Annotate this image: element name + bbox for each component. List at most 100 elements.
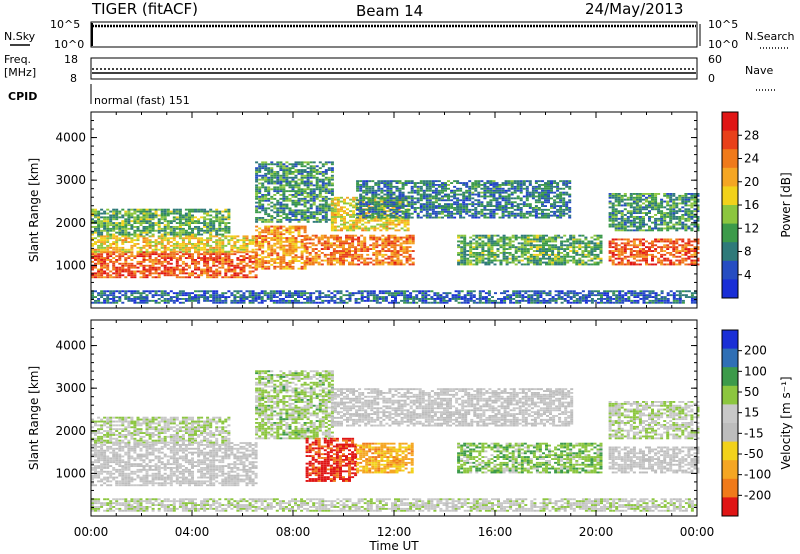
x-tick-label: 00:00: [74, 525, 109, 539]
freq-tick-high: 18: [64, 53, 78, 66]
beam-title: Beam 14: [356, 2, 423, 20]
nave-tick-high: 60: [708, 53, 722, 66]
velocity-echo-band: [91, 442, 258, 487]
x-tick-label: 04:00: [175, 525, 210, 539]
colorbar-tick-label: -50: [744, 447, 764, 461]
y-tick-label: 4000: [55, 131, 86, 145]
x-axis-label: Time UT: [368, 539, 419, 553]
velocity-echo-band: [305, 437, 358, 482]
noise-panel: [90, 21, 701, 48]
y-axis-label: Slant Range [km]: [27, 366, 41, 470]
colorbar-tick-label: 20: [744, 175, 759, 189]
power-echo-band: [457, 234, 603, 266]
y-axis-label: Slant Range [km]: [27, 158, 41, 262]
y-tick-label: 3000: [55, 381, 86, 395]
colorbar-tick-label: 15: [744, 406, 759, 420]
rti-panel-power: 1000 2000 3000 4000 Slant Range [km] 28 24 20 16…: [27, 111, 793, 309]
colorbar-tick-label: 100: [744, 364, 767, 378]
colorbar-segment: [722, 497, 738, 517]
x-tick-label: 16:00: [478, 525, 513, 539]
colorbar-segment: [722, 167, 738, 187]
colorbar-segment: [722, 367, 738, 387]
y-tick-label: 3000: [55, 173, 86, 187]
colorbar-tick-label: 16: [744, 198, 759, 212]
colorbar-tick-label: 24: [744, 152, 759, 166]
colorbar-segment: [722, 223, 738, 243]
x-tick-label: 12:00: [377, 525, 412, 539]
noise-tick-left-high: 10^5: [50, 18, 80, 31]
colorbar-tick-label: -200: [744, 488, 771, 502]
power-echo-band: [608, 193, 700, 232]
nave-tick-low: 0: [708, 72, 715, 85]
colorbar-segment: [722, 205, 738, 225]
colorbar-tick-label: -15: [744, 426, 764, 440]
y-tick-label: 4000: [55, 339, 86, 353]
velocity-echo-band: [255, 370, 334, 440]
power-echo-band: [91, 235, 258, 253]
power-echo-band: [91, 208, 231, 236]
velocity-echo-band: [91, 416, 231, 444]
power-echo-cells: [91, 161, 700, 304]
x-tick-label: 20:00: [579, 525, 614, 539]
colorbar-tick-label: -100: [744, 468, 771, 482]
velocity-echo-band: [330, 388, 574, 427]
colorbar-segment: [722, 186, 738, 206]
velocity-echo-band: [91, 498, 697, 512]
colorbar-tick-label: 28: [744, 128, 759, 142]
rti-panel-velocity: 1000 2000 3000 4000 00:00 04:00 08:00 12:00 16:0…: [27, 319, 793, 553]
colorbar-segment: [722, 330, 738, 350]
noise-tick-right-high: 10^5: [708, 18, 738, 31]
colorbar-segment: [722, 279, 738, 299]
cpid-label: CPID: [8, 90, 37, 103]
noise-tick-right-low: 10^0: [708, 38, 738, 51]
x-tick-label: 00:00: [680, 525, 715, 539]
y-tick-label: 2000: [55, 424, 86, 438]
velocity-colorbar: 200 100 50 15 -15 -50 -100 -200 Velocity [m s⁻¹]: [721, 329, 793, 517]
colorbar-segment: [722, 112, 738, 132]
power-echo-band: [356, 180, 572, 219]
y-tick-label: 2000: [55, 216, 86, 230]
velocity-echo-band: [356, 442, 414, 474]
colorbar-tick-label: 4: [744, 268, 752, 282]
colorbar-segment: [722, 348, 738, 368]
nave-label: Nave: [745, 64, 773, 77]
noise-search-label: N.Search: [745, 30, 795, 43]
freq-unit: [MHz]: [4, 66, 36, 79]
colorbar-tick-label: 12: [744, 221, 759, 235]
velocity-echo-cells: [91, 370, 700, 512]
y-tick-label: 1000: [55, 466, 86, 480]
velocity-echo-band: [608, 446, 700, 474]
freq-label: Freq.: [4, 53, 31, 66]
colorbar-segment: [722, 404, 738, 424]
power-echo-band: [255, 161, 334, 223]
colorbar-tick-label: 8: [744, 245, 752, 259]
colorbar-segment: [722, 130, 738, 150]
colorbar-segment: [722, 242, 738, 262]
colorbar-segment: [722, 149, 738, 169]
power-echo-band: [608, 238, 700, 266]
power-echo-band: [305, 234, 415, 266]
colorbar-label: Velocity [m s⁻¹]: [779, 376, 793, 469]
power-colorbar: 28 24 20 16 12 8 4 Power [dB]: [721, 111, 793, 299]
date-title: 24/May/2013: [585, 0, 683, 18]
colorbar-tick-label: 200: [744, 344, 767, 358]
colorbar-segment: [722, 260, 738, 280]
colorbar-segment: [722, 423, 738, 443]
colorbar-segment: [722, 385, 738, 405]
noise-sky-label: N.Sky: [4, 30, 36, 43]
colorbar-label: Power [dB]: [779, 172, 793, 237]
frequency-panel: [90, 57, 698, 80]
x-tick-label: 08:00: [276, 525, 311, 539]
velocity-echo-band: [608, 401, 700, 440]
power-echo-band: [91, 290, 697, 304]
y-tick-label: 1000: [55, 258, 86, 272]
freq-tick-low: 8: [70, 72, 77, 85]
radar-title: TIGER (fitACF): [91, 0, 198, 18]
noise-tick-left-low: 10^0: [54, 38, 84, 51]
colorbar-segment: [722, 441, 738, 461]
colorbar-tick-label: 50: [744, 385, 759, 399]
velocity-echo-band: [457, 442, 603, 474]
colorbar-segment: [722, 460, 738, 480]
cpid-value: normal (fast) 151: [94, 94, 190, 107]
